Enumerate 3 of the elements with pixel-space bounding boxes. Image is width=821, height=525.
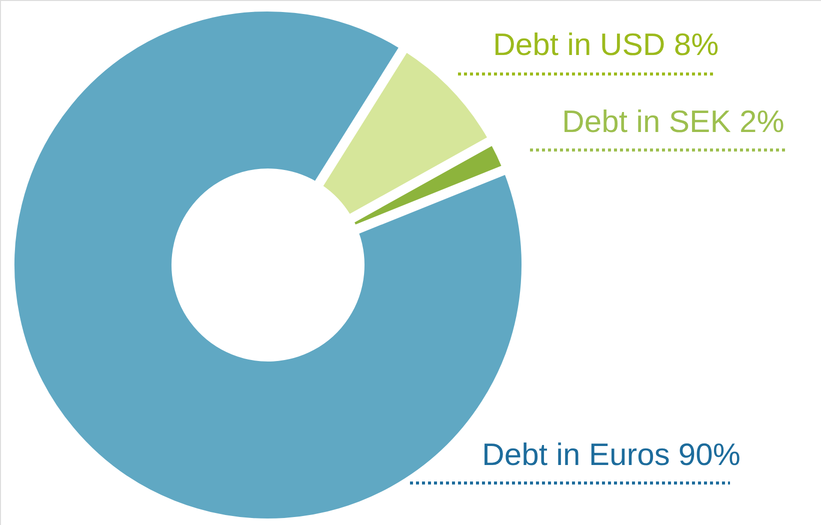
- slice-label: Debt in Euros 90%: [482, 437, 740, 472]
- slice-label: Debt in USD 8%: [493, 27, 719, 62]
- slice-label: Debt in SEK 2%: [562, 104, 784, 139]
